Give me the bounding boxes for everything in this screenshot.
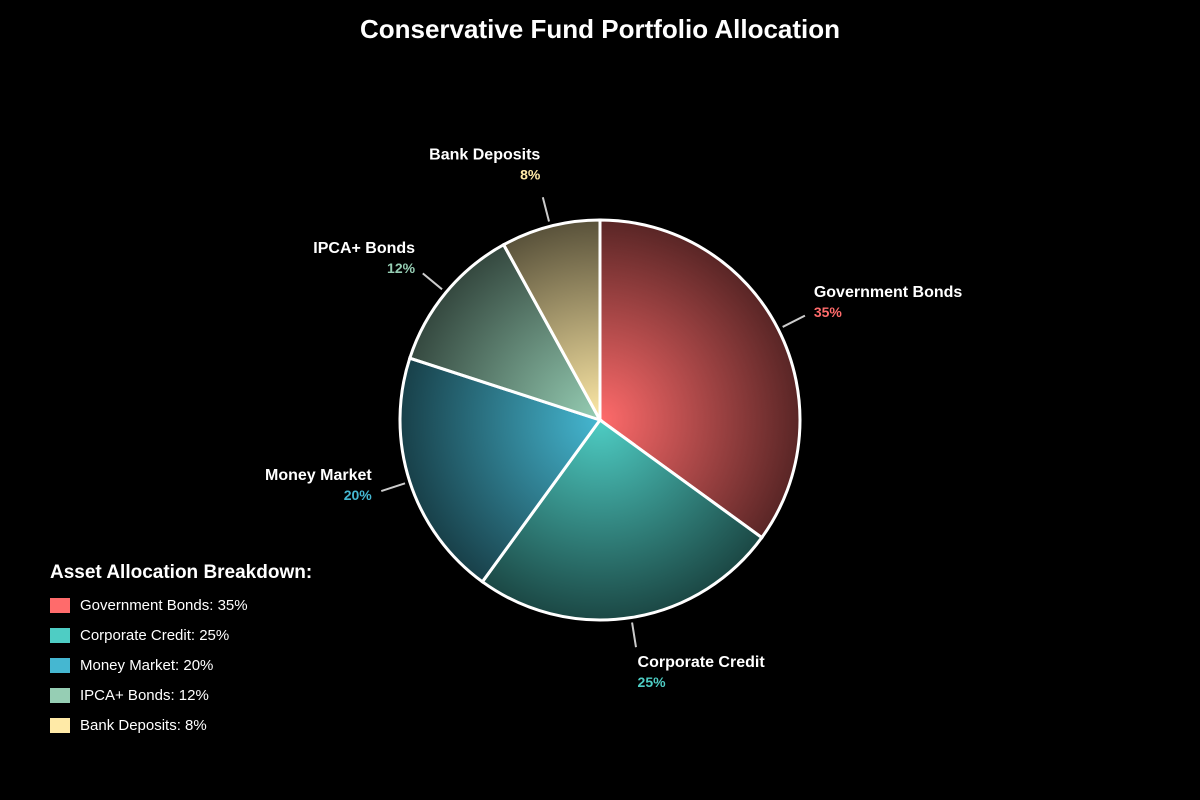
legend-swatch: [50, 597, 70, 613]
leader-line: [541, 196, 550, 222]
pie-slice-ipca-bonds: [407, 242, 604, 423]
slice-label: Government Bonds: [814, 284, 963, 301]
legend-item: Government Bonds: 35%: [50, 590, 312, 620]
legend-swatch: [50, 627, 70, 643]
chart-title: Conservative Fund Portfolio Allocation: [359, 14, 841, 44]
slice-percent: 12%: [387, 260, 416, 276]
legend-label: Bank Deposits: 8%: [80, 716, 207, 734]
legend-swatch: [50, 657, 70, 673]
legend: Asset Allocation Breakdown: Government B…: [50, 562, 312, 740]
leader-line: [422, 272, 443, 291]
slice-label: IPCA+ Bonds: [313, 240, 415, 257]
legend-item: Bank Deposits: 8%: [50, 710, 312, 740]
legend-item: Money Market: 20%: [50, 650, 312, 680]
legend-swatch: [50, 687, 70, 703]
slice-label: Corporate Credit: [638, 654, 766, 671]
slice-label: Bank Deposits: [429, 147, 540, 164]
pie-slice-government-bonds: [598, 218, 802, 540]
pie-slice-bank-deposits: [501, 218, 602, 421]
legend-item: Corporate Credit: 25%: [50, 620, 312, 650]
legend-label: Money Market: 20%: [80, 656, 214, 674]
pie-slice-money-market: [398, 356, 603, 584]
legend-swatch: [50, 717, 70, 733]
slice-percent: 25%: [638, 674, 667, 690]
legend-title: Asset Allocation Breakdown:: [50, 562, 313, 583]
legend-item: IPCA+ Bonds: 12%: [50, 680, 312, 710]
legend-label: Corporate Credit: 25%: [80, 626, 230, 644]
legend-label: Government Bonds: 35%: [80, 596, 248, 614]
slice-percent: 20%: [344, 487, 373, 503]
slice-percent: 35%: [814, 304, 843, 320]
slice-label: Money Market: [265, 467, 372, 484]
leader-line: [631, 622, 637, 648]
legend-label: IPCA+ Bonds: 12%: [80, 686, 209, 704]
leader-line: [782, 314, 806, 328]
leader-line: [380, 482, 406, 493]
slice-percent: 8%: [520, 167, 541, 183]
pie-slice-corporate-credit: [480, 417, 764, 622]
